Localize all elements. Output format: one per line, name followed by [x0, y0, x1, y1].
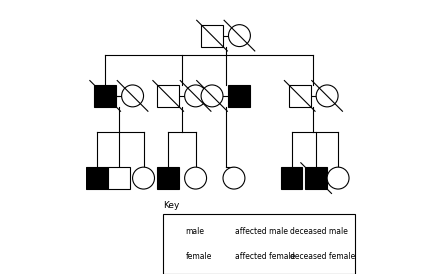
Bar: [289, 85, 311, 107]
Circle shape: [327, 167, 349, 189]
Text: deceased male: deceased male: [289, 227, 347, 236]
Text: Key: Key: [163, 201, 179, 210]
Bar: [228, 85, 250, 107]
Text: female: female: [186, 252, 212, 261]
Circle shape: [185, 85, 206, 107]
Text: male: male: [186, 227, 204, 236]
Circle shape: [122, 85, 144, 107]
Bar: [94, 85, 116, 107]
Circle shape: [201, 85, 223, 107]
Text: deceased female: deceased female: [289, 252, 355, 261]
Bar: [86, 167, 108, 189]
Bar: [108, 167, 130, 189]
Circle shape: [215, 249, 231, 264]
Bar: [163, 214, 355, 274]
Text: affected male: affected male: [235, 227, 288, 236]
Bar: [305, 167, 327, 189]
Circle shape: [270, 249, 285, 264]
Bar: [166, 224, 182, 239]
Bar: [270, 224, 285, 239]
Circle shape: [316, 85, 338, 107]
Bar: [215, 224, 231, 239]
Circle shape: [166, 249, 182, 264]
Bar: [281, 167, 302, 189]
Bar: [157, 85, 179, 107]
Bar: [157, 167, 179, 189]
Circle shape: [223, 167, 245, 189]
Bar: [201, 25, 223, 47]
Circle shape: [132, 167, 154, 189]
Circle shape: [228, 25, 250, 47]
Circle shape: [185, 167, 206, 189]
Text: affected female: affected female: [235, 252, 295, 261]
